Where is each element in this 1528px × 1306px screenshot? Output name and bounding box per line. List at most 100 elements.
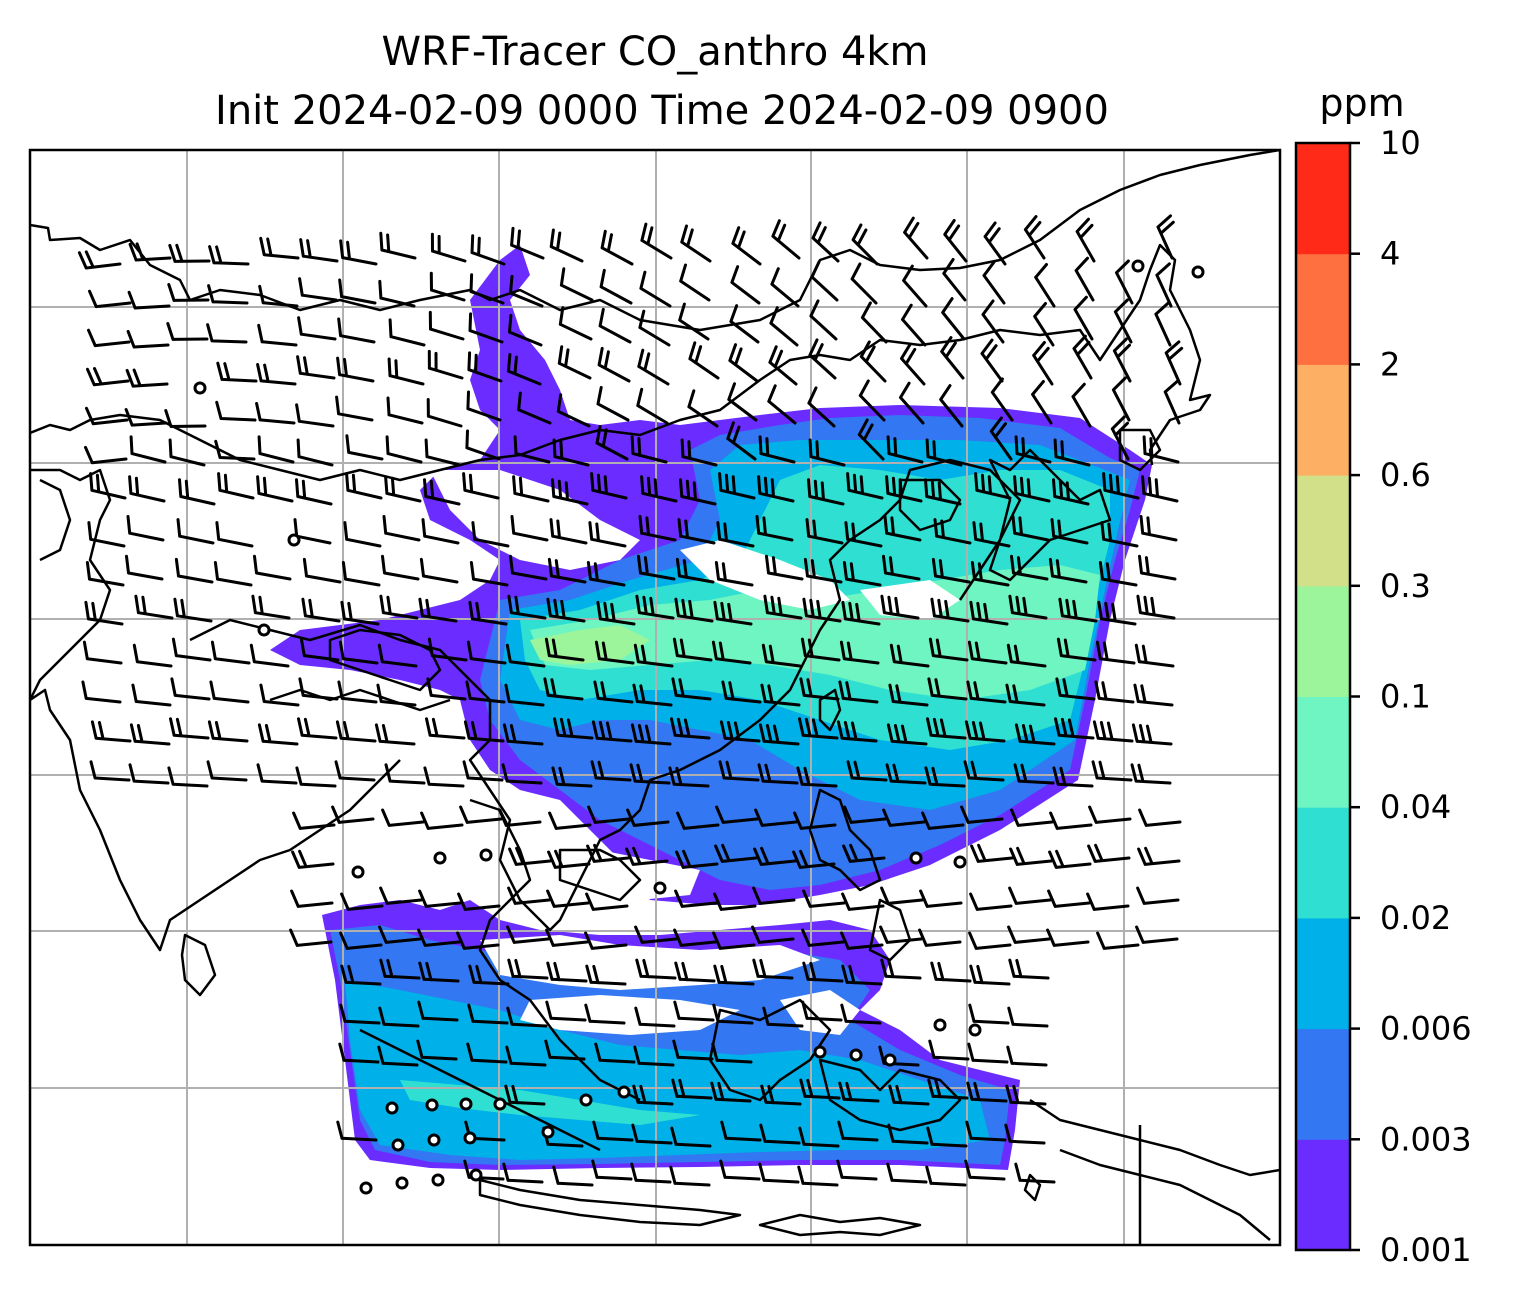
wind-barb xyxy=(168,243,211,263)
wind-barb xyxy=(846,472,884,500)
wind-barb xyxy=(966,1081,1008,1103)
wind-barb xyxy=(423,766,465,788)
wind-barb xyxy=(626,808,670,827)
wind-barb xyxy=(808,438,846,467)
wind-barb xyxy=(166,322,209,341)
wind-barb xyxy=(846,760,888,782)
wind-barb xyxy=(125,368,169,388)
wind-barb xyxy=(680,438,718,467)
calm-wind-marker xyxy=(653,881,667,895)
wind-barb xyxy=(799,677,840,701)
wind-barb xyxy=(1113,298,1133,344)
wind-barb xyxy=(972,521,1011,548)
wind-barb xyxy=(939,384,964,428)
colorbar-segment xyxy=(1296,917,1350,1030)
wind-barb xyxy=(584,931,628,950)
wind-barb xyxy=(1130,763,1172,785)
wind-barb xyxy=(718,472,756,500)
wind-barb xyxy=(1096,931,1140,950)
wind-barb xyxy=(673,928,717,947)
wind-barb xyxy=(517,391,552,425)
wind-barb xyxy=(840,931,884,950)
calm-wind-marker xyxy=(617,1085,631,1099)
wind-barb xyxy=(468,600,508,626)
wind-barb xyxy=(839,640,880,665)
wind-barb xyxy=(379,594,419,620)
wind-barb xyxy=(1095,640,1136,665)
wind-barb xyxy=(1006,643,1047,668)
wind-barb xyxy=(210,640,251,665)
wind-barb xyxy=(507,958,549,980)
tracer-band-south-3 xyxy=(345,980,990,1160)
wind-barb xyxy=(299,637,340,662)
wind-barb xyxy=(167,283,210,302)
wind-barb xyxy=(678,302,710,341)
calm-wind-markers xyxy=(193,259,1205,1195)
wind-barb xyxy=(384,475,422,503)
wind-barb xyxy=(379,958,421,980)
wind-barb xyxy=(770,267,800,308)
wind-barb xyxy=(586,561,626,587)
wind-barb xyxy=(1007,925,1051,944)
wind-barb xyxy=(1008,594,1048,620)
wind-barb xyxy=(418,597,458,623)
calm-wind-marker xyxy=(493,1097,507,1111)
wind-barb xyxy=(470,234,506,266)
wind-barb xyxy=(1100,521,1139,548)
wind-barb xyxy=(590,472,628,500)
wind-barb xyxy=(841,600,881,626)
calm-wind-marker xyxy=(909,851,923,865)
wind-barb xyxy=(301,597,341,623)
wind-barb xyxy=(1032,341,1054,386)
calm-wind-marker xyxy=(257,623,271,637)
colorbar-unit: ppm xyxy=(1319,81,1404,125)
wind-barb xyxy=(291,849,335,869)
wind-barb xyxy=(1013,763,1055,785)
wind-barb xyxy=(377,643,418,668)
wind-barb xyxy=(807,478,845,506)
wind-barb xyxy=(466,1042,508,1064)
wind-barb xyxy=(338,278,377,305)
wind-barb xyxy=(334,760,376,782)
wind-barb xyxy=(805,518,844,545)
wind-barb xyxy=(257,723,299,746)
colorbar-segment xyxy=(1296,807,1350,919)
wind-barb xyxy=(633,1045,675,1067)
wind-barb xyxy=(376,683,417,707)
wind-barb xyxy=(631,1123,673,1145)
wind-barb xyxy=(903,216,929,260)
calm-wind-marker xyxy=(391,1138,405,1152)
calm-wind-marker xyxy=(463,1131,477,1145)
wind-barb xyxy=(1073,295,1094,341)
wind-barb xyxy=(758,435,796,464)
wind-barb xyxy=(1058,597,1098,623)
map-panel xyxy=(30,150,1280,1245)
wind-barb xyxy=(753,846,797,866)
wind-barb xyxy=(585,892,629,911)
wind-barb xyxy=(637,348,670,386)
wind-barb xyxy=(339,1003,381,1025)
wind-barb xyxy=(469,273,505,305)
wind-barb xyxy=(456,931,500,950)
calm-wind-marker xyxy=(359,1181,373,1195)
wind-barb xyxy=(600,229,634,266)
wind-barb xyxy=(635,594,675,620)
wind-barb xyxy=(256,475,294,503)
wind-barb xyxy=(633,643,674,668)
wind-barb xyxy=(850,262,878,305)
wind-barb xyxy=(637,554,676,581)
wind-barb xyxy=(886,723,928,746)
wind-barb xyxy=(418,961,460,983)
colorbar-tick-label: 0.02 xyxy=(1380,899,1451,937)
wind-barb xyxy=(964,1159,1006,1181)
wind-barb xyxy=(927,1078,969,1100)
wind-barb xyxy=(81,680,122,704)
wind-barb xyxy=(378,1006,420,1028)
wind-barb xyxy=(635,958,677,980)
wind-barb xyxy=(711,640,752,665)
colorbar-tick-label: 4 xyxy=(1380,235,1400,273)
wind-barb xyxy=(593,680,634,704)
wind-barb xyxy=(758,723,800,746)
wind-barb xyxy=(719,1159,761,1181)
wind-barb xyxy=(209,680,250,704)
